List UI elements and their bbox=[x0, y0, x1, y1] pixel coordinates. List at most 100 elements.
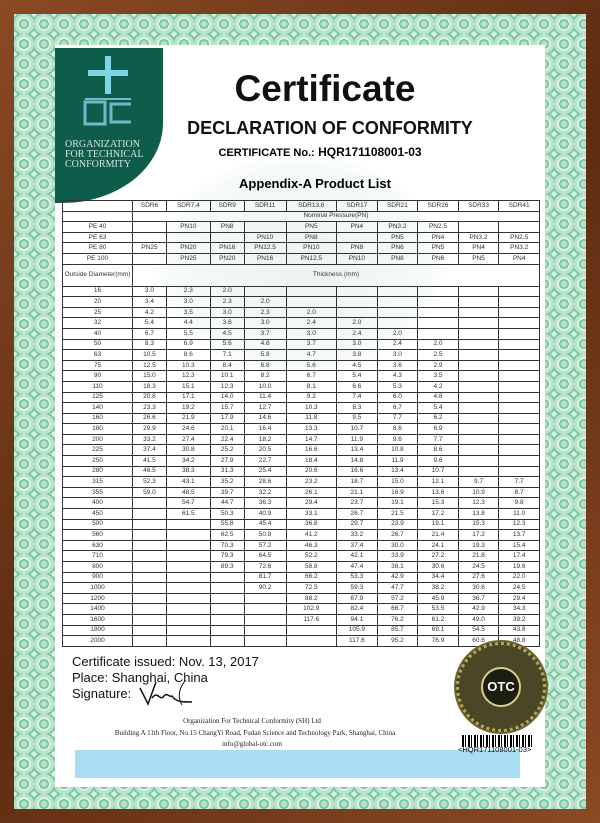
thickness-cell: 76.9 bbox=[417, 635, 459, 647]
thickness-cell: 23.9 bbox=[376, 518, 419, 531]
thickness-cell: 13.4 bbox=[376, 465, 419, 478]
diameter-cell: 800 bbox=[62, 561, 133, 573]
thickness-cell bbox=[132, 624, 167, 637]
thickness-cell: 12.5 bbox=[132, 359, 167, 372]
thickness-cell: 27.4 bbox=[165, 433, 211, 446]
certificate-subtitle: DECLARATION OF CONFORMITY bbox=[187, 118, 473, 138]
thickness-cell: 37.4 bbox=[132, 444, 167, 457]
thickness-cell bbox=[209, 592, 245, 605]
thickness-cell: 76.2 bbox=[376, 613, 419, 626]
thickness-cell: 33.1 bbox=[285, 508, 338, 520]
thickness-cell bbox=[498, 285, 540, 298]
thickness-cell: 26.6 bbox=[132, 412, 167, 425]
table-row: 200 33.2 27.4 22.4 18.2 14.7 11.9 9.6 7.7 bbox=[62, 433, 540, 446]
thickness-cell: 9.2 bbox=[285, 391, 338, 404]
pressure-cell: PN8 bbox=[376, 252, 419, 265]
thickness-cell bbox=[417, 317, 459, 329]
thickness-cell: 8.1 bbox=[285, 380, 338, 393]
thickness-cell: 26.1 bbox=[285, 486, 338, 499]
thickness-cell: 58.8 bbox=[285, 561, 338, 573]
diameter-cell: 32 bbox=[62, 317, 133, 329]
thickness-cell: 11.4 bbox=[243, 391, 287, 404]
org-name: Organization For Technical Conformity (S… bbox=[183, 717, 321, 725]
thickness-cell: 4.2 bbox=[132, 306, 167, 319]
diameter-cell: 20 bbox=[62, 296, 133, 308]
material-label: PE 63 bbox=[62, 231, 133, 244]
thickness-cell bbox=[336, 296, 378, 308]
diameter-cell: 400 bbox=[62, 497, 133, 510]
thickness-cell bbox=[336, 285, 378, 298]
thickness-cell: 2.4 bbox=[285, 317, 338, 329]
thickness-cell: 11.0 bbox=[498, 508, 540, 520]
signature-label: Signature: bbox=[72, 686, 132, 701]
thickness-cell bbox=[165, 571, 211, 584]
thickness-cell: 38.2 bbox=[417, 582, 459, 594]
diameter-cell: 710 bbox=[62, 550, 133, 562]
thickness-cell: 15.1 bbox=[165, 380, 211, 393]
table-row: 2000 117.6 95.2 76.9 60.6 48.8 bbox=[62, 635, 540, 647]
thickness-cell: 44.7 bbox=[209, 497, 245, 510]
pressure-row: PE 100 PN25 PN20 PN16 PN12.5 PN10 PN8 PN6 PN5 PN4 bbox=[62, 252, 540, 265]
outside-diameter-label: Outside Diameter(mm) bbox=[62, 263, 133, 287]
table-row: 25 4.2 3.5 3.0 2.3 2.0 bbox=[62, 306, 540, 319]
thickness-cell bbox=[165, 561, 211, 573]
thickness-cell: 70.3 bbox=[209, 539, 245, 552]
thickness-cell: 19.3 bbox=[457, 539, 500, 552]
diameter-cell: 25 bbox=[62, 306, 133, 319]
thickness-cell: 23.2 bbox=[285, 476, 338, 488]
thickness-cell: 19.6 bbox=[498, 561, 540, 573]
logo-line: ORGANIZATION bbox=[65, 139, 140, 150]
thickness-cell bbox=[457, 391, 500, 404]
thickness-cell: 49.0 bbox=[457, 613, 500, 626]
thickness-cell: 10.3 bbox=[165, 359, 211, 372]
thickness-cell: 59.0 bbox=[132, 486, 167, 499]
thickness-cell: 2.0 bbox=[285, 306, 338, 319]
table-row: 50 8.3 6.9 5.6 4.6 3.7 3.0 2.4 2.0 bbox=[62, 338, 540, 351]
thickness-cell: 57.2 bbox=[376, 592, 419, 605]
diameter-cell: 1400 bbox=[62, 603, 133, 615]
table-row: 1600 117.6 94.1 76.2 61.2 49.0 39.2 bbox=[62, 613, 540, 626]
pressure-cell: PN6 bbox=[376, 242, 419, 254]
thickness-cell: 42.1 bbox=[336, 550, 378, 562]
diameter-cell: 225 bbox=[62, 444, 133, 457]
diameter-cell: 160 bbox=[62, 412, 133, 425]
thickness-cell: 8.7 bbox=[498, 486, 540, 499]
certificate-title: Certificate bbox=[234, 68, 416, 109]
thickness-cell bbox=[165, 592, 211, 605]
thickness-cell: 21.4 bbox=[417, 529, 459, 541]
thickness-cell: 20.6 bbox=[285, 465, 338, 478]
thickness-cell: 6.7 bbox=[376, 402, 419, 414]
thickness-cell: 3.0 bbox=[165, 296, 211, 308]
thickness-cell bbox=[457, 455, 500, 467]
issue-date: Certificate issued: Nov. 13, 2017 bbox=[72, 654, 259, 669]
thickness-cell bbox=[498, 317, 540, 329]
thickness-cell: 79.3 bbox=[209, 550, 245, 562]
sdr-header-row: SDR6 SDR7.4 SDR9 SDR11 SDR13.6 SDR17 SDR21 SDR2… bbox=[62, 200, 540, 212]
thickness-cell: 34.2 bbox=[165, 455, 211, 467]
thickness-cell: 19.1 bbox=[417, 518, 459, 531]
table-row: 355 59.0 48.5 39.7 32.2 26.1 21.1 16.9 13.6 10.9 8… bbox=[62, 486, 540, 499]
thickness-cell: 69.1 bbox=[417, 624, 459, 637]
thickness-cell: 15.0 bbox=[132, 370, 167, 382]
thickness-cell: 2.3 bbox=[165, 285, 211, 298]
thickness-cell: 10.1 bbox=[209, 370, 245, 382]
thickness-cell: 5.8 bbox=[243, 349, 287, 361]
thickness-cell: 12.1 bbox=[417, 476, 459, 488]
sdr-header: SDR17 bbox=[336, 200, 378, 212]
table-row: 160 26.6 21.9 17.9 14.6 11.8 9.5 7.7 6.2 bbox=[62, 412, 540, 425]
thickness-cell: 7.7 bbox=[376, 412, 419, 425]
thickness-cell: 54.7 bbox=[165, 497, 211, 510]
pressure-cell: PN4 bbox=[336, 221, 378, 233]
thickness-cell: 27.9 bbox=[209, 455, 245, 467]
thickness-cell: 53.5 bbox=[417, 603, 459, 615]
thickness-cell: 37.4 bbox=[336, 539, 378, 552]
thickness-cell bbox=[376, 317, 419, 329]
thickness-cell: 17.9 bbox=[209, 412, 245, 425]
table-row: 1400 102.9 82.4 66.7 53.5 42.9 34.3 bbox=[62, 603, 540, 615]
certificate-number-label: CERTIFICATE No.: bbox=[218, 147, 315, 159]
table-row: 32 5.4 4.4 3.6 3.0 2.4 2.0 bbox=[62, 317, 540, 329]
thickness-cell: 13.4 bbox=[336, 444, 378, 457]
pressure-cell: PN3.2 bbox=[376, 221, 419, 233]
table-row: 800 89.3 72.6 58.8 47.4 38.1 30.6 24.5 19.6 bbox=[62, 561, 540, 573]
sdr-header: SDR33 bbox=[457, 200, 500, 212]
